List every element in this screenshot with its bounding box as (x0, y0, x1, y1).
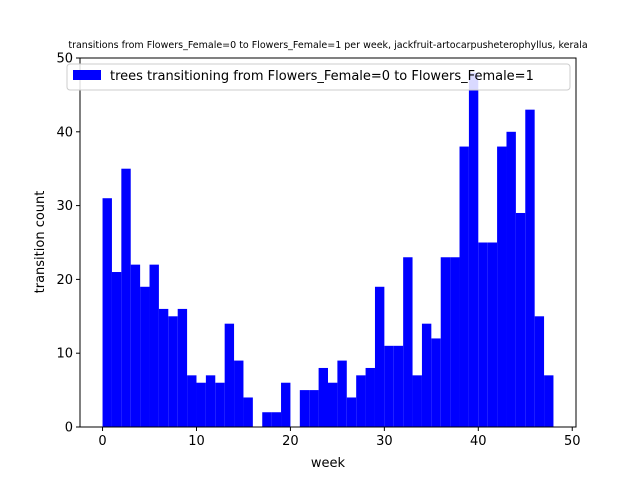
bar (121, 168, 131, 427)
bar (544, 375, 554, 427)
legend: trees transitioning from Flowers_Female=… (66, 63, 571, 91)
bar (140, 286, 150, 427)
bar (262, 412, 272, 427)
y-tick-label: 50 (56, 52, 73, 67)
bar (421, 323, 432, 427)
bar (497, 146, 507, 427)
y-tick-label: 30 (56, 199, 73, 214)
bar (440, 257, 451, 427)
bar (243, 397, 253, 427)
bar (281, 382, 291, 427)
legend-label: trees transitioning from Flowers_Female=… (110, 69, 534, 84)
bar (328, 382, 338, 427)
bar (168, 316, 178, 427)
bar (374, 286, 385, 427)
bar (459, 146, 469, 427)
bar (515, 212, 526, 427)
legend-box (66, 63, 571, 91)
bar (468, 72, 479, 427)
bar (393, 345, 404, 427)
bar (271, 412, 282, 427)
bar (412, 375, 422, 427)
bar (356, 375, 366, 427)
y-tick-label: 0 (65, 421, 73, 436)
x-tick-label: 10 (188, 434, 205, 449)
chart-title: transitions from Flowers_Female=0 to Flo… (68, 40, 587, 51)
bar (487, 242, 498, 427)
bar (158, 308, 169, 427)
bar (187, 375, 197, 427)
bar (534, 316, 545, 427)
bar (346, 397, 357, 427)
bar (309, 390, 319, 427)
y-tick-label: 20 (56, 273, 73, 288)
bar (384, 345, 394, 427)
bar (130, 264, 141, 427)
bar (478, 242, 488, 427)
bar (506, 131, 516, 428)
plot-frame (79, 57, 577, 428)
bar (196, 382, 206, 427)
bar (403, 257, 413, 427)
bar (215, 382, 225, 427)
x-tick-label: 50 (564, 434, 581, 449)
x-tick-label: 20 (282, 434, 299, 449)
x-tick-label: 30 (376, 434, 393, 449)
y-tick-label: 40 (56, 125, 73, 140)
legend-swatch (73, 70, 101, 80)
y-axis: 0 10 20 30 40 50 (56, 52, 80, 436)
bar (224, 323, 235, 427)
y-tick-label: 10 (56, 347, 73, 362)
bar (111, 272, 122, 427)
bar (149, 264, 159, 427)
bar (234, 360, 244, 427)
bar (337, 360, 347, 427)
bars-group (102, 72, 554, 428)
bar (365, 367, 375, 427)
bar (299, 390, 310, 427)
bar (450, 257, 460, 427)
y-axis-label: transition count (33, 191, 48, 294)
bar (525, 109, 535, 427)
bar (318, 367, 328, 427)
x-axis-label: week (311, 456, 346, 471)
x-tick-label: 40 (470, 434, 487, 449)
x-axis: 0 10 20 30 40 50 (98, 427, 581, 449)
bar (431, 338, 441, 427)
bar (205, 375, 216, 427)
bar (102, 198, 112, 427)
x-tick-label: 0 (98, 434, 106, 449)
bar (177, 308, 188, 427)
